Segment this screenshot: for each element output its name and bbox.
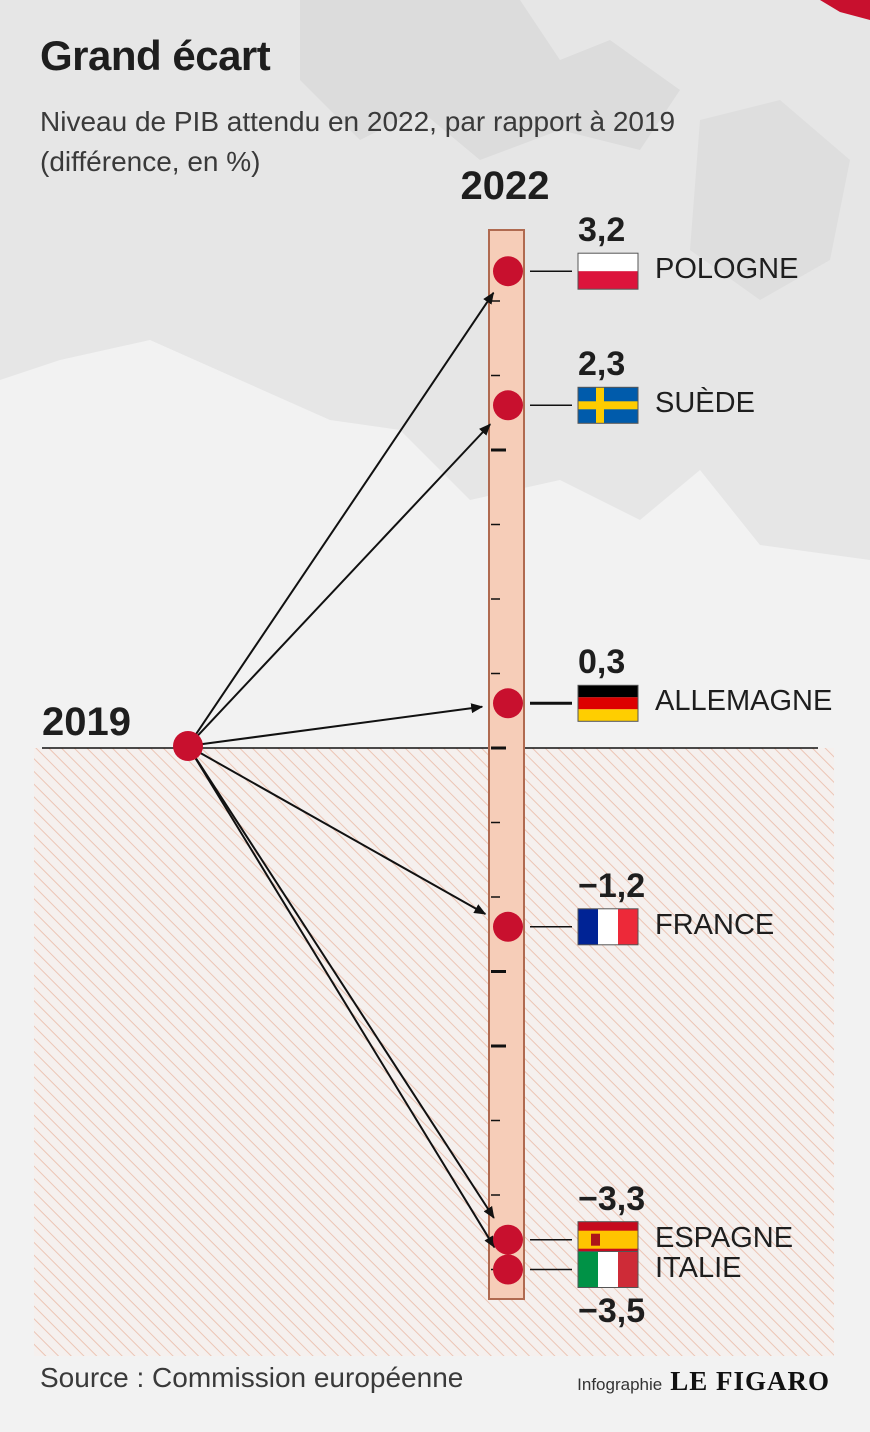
- germany-flag: [577, 684, 639, 722]
- value-label: 2,3: [578, 345, 626, 384]
- source-note: Source : Commission européenne: [40, 1362, 464, 1393]
- brand-logo: LE FIGARO: [670, 1366, 830, 1396]
- arrow-germany: [201, 703, 484, 746]
- ruler-ticks: [491, 300, 506, 1271]
- country-label: POLOGNE: [655, 253, 799, 286]
- arrow-spain: [194, 757, 495, 1219]
- value-label: 3,2: [578, 211, 626, 250]
- country-label: ITALIE: [655, 1251, 742, 1284]
- credit: Infographie LE FIGARO: [577, 1366, 830, 1397]
- italy-flag: [577, 1251, 639, 1288]
- end-year-label: 2022: [460, 164, 550, 208]
- poland-flag: [577, 252, 639, 290]
- country-label: SUÈDE: [655, 387, 755, 420]
- country-label: FRANCE: [655, 908, 775, 941]
- credit-prefix: Infographie: [577, 1375, 663, 1394]
- sweden-flag: [577, 386, 639, 424]
- data-dot: [493, 688, 523, 719]
- origin-dot: [173, 731, 203, 761]
- arrow-italy: [194, 757, 496, 1249]
- country-label: ALLEMAGNE: [655, 685, 833, 718]
- country-label: ESPAGNE: [655, 1221, 794, 1254]
- value-label: −3,3: [578, 1179, 646, 1218]
- value-label: −3,5: [578, 1291, 646, 1330]
- value-label: 0,3: [578, 643, 626, 682]
- data-dot: [493, 256, 523, 287]
- arrow-sweden: [196, 423, 491, 737]
- data-dot: [493, 911, 523, 942]
- page-title: Grand écart: [40, 32, 271, 79]
- connectors-group: [530, 270, 572, 1271]
- arrow-france: [199, 752, 487, 915]
- arrows-group: [194, 291, 496, 1249]
- france-flag: [577, 908, 639, 946]
- data-dot: [493, 390, 523, 421]
- page-subtitle: Niveau de PIB attendu en 2022, par rappo…: [40, 106, 676, 177]
- data-dot: [493, 1254, 523, 1285]
- dots-group: [493, 256, 523, 1285]
- ruler-bar: [488, 229, 525, 1300]
- flags-group: [577, 252, 639, 1288]
- arrow-poland: [194, 291, 495, 735]
- data-dot: [493, 1224, 523, 1255]
- value-label: −1,2: [578, 866, 646, 905]
- negative-zone-hatch: [34, 748, 834, 1356]
- start-year-label: 2019: [42, 700, 131, 744]
